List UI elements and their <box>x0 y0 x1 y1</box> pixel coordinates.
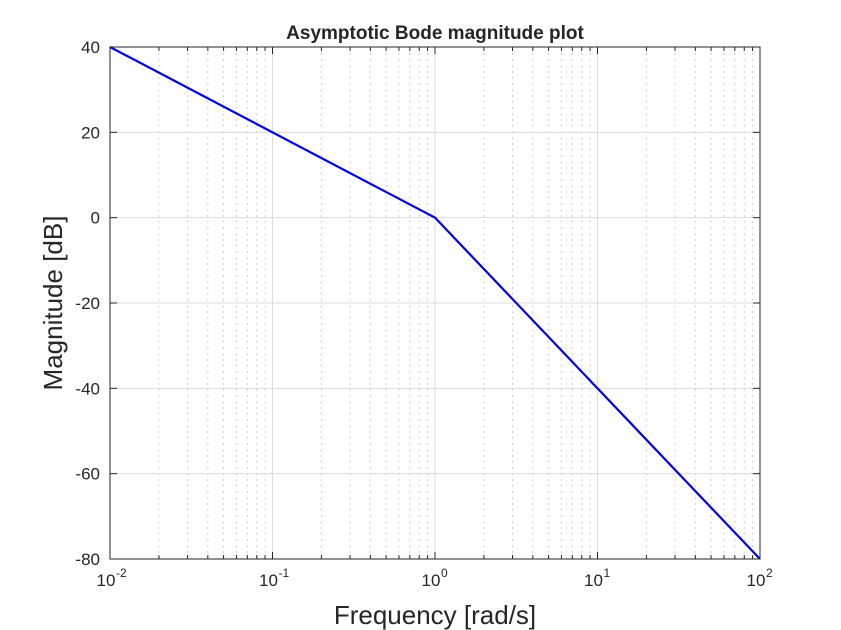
x-tick-label-exponent: 1 <box>604 566 611 580</box>
y-tick-label: 20 <box>81 123 100 142</box>
series-group <box>109 46 761 560</box>
x-tick-label: 10 1 <box>584 566 610 590</box>
x-tick-label-exponent: -1 <box>279 566 290 580</box>
x-tick-label-base: 10 <box>259 571 278 590</box>
y-tick-labels: 40 20 0 -20 -40 -60 -80 <box>75 38 100 569</box>
x-tick-label: 10 -2 <box>97 566 127 590</box>
x-tick-label-base: 10 <box>97 571 116 590</box>
y-tick-label: 40 <box>81 38 100 57</box>
x-tick-label-exponent: 2 <box>766 566 773 580</box>
x-tick-label: 10 2 <box>747 566 773 590</box>
y-tick-label: -40 <box>75 379 100 398</box>
x-tick-label-base: 10 <box>747 571 766 590</box>
series-line <box>109 46 761 560</box>
grid <box>110 47 760 559</box>
y-tick-label: -80 <box>75 550 100 569</box>
x-tick-label: 10 -1 <box>259 566 289 590</box>
x-tick-label: 10 0 <box>422 566 448 590</box>
x-tick-labels: 10 -2 10 -1 10 0 10 1 10 2 <box>97 566 773 590</box>
x-tick-label-exponent: 0 <box>441 566 448 580</box>
x-tick-label-base: 10 <box>584 571 603 590</box>
y-tick-label: -20 <box>75 294 100 313</box>
chart-title: Asymptotic Bode magnitude plot <box>286 23 584 44</box>
plot-frame <box>109 46 761 560</box>
y-tick-label: 0 <box>91 209 100 228</box>
x-axis-label: Frequency [rad/s] <box>334 600 536 630</box>
x-tick-label-base: 10 <box>422 571 441 590</box>
x-tick-label-exponent: -2 <box>116 566 127 580</box>
y-axis-label: Magnitude [dB] <box>38 216 68 391</box>
y-tick-label: -60 <box>75 465 100 484</box>
